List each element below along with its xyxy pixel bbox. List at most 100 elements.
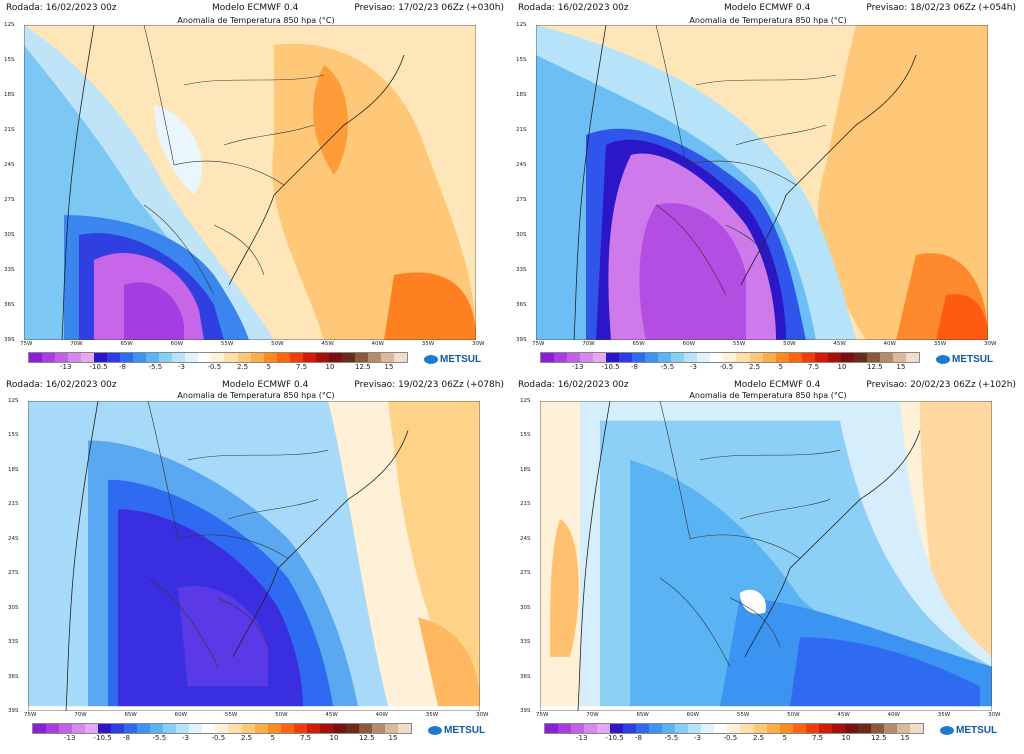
colorbar-swatch bbox=[688, 724, 702, 733]
colorbar-swatch bbox=[723, 353, 737, 362]
latitude-label: 21S bbox=[4, 127, 15, 133]
colorbar-swatch bbox=[701, 724, 715, 733]
colorbar-swatch bbox=[68, 353, 82, 362]
colorbar-label: -5.5 bbox=[664, 734, 679, 742]
forecast-panel: Rodada: 16/02/2023 00z Modelo ECMWF 0.4 Pr… bbox=[0, 377, 512, 754]
coastline bbox=[65, 401, 409, 711]
colorbar-swatch bbox=[775, 353, 789, 362]
anomaly-region bbox=[124, 282, 184, 340]
longitude-label: 65W bbox=[636, 712, 649, 718]
colorbar-swatch bbox=[133, 353, 147, 362]
rodada-label: Rodada: 16/02/2023 00z bbox=[518, 3, 629, 13]
longitude-label: 50W bbox=[783, 341, 796, 347]
colorbar-label: -3 bbox=[182, 734, 189, 742]
colorbar-swatch bbox=[857, 724, 871, 733]
colorbar-label: -10.5 bbox=[89, 363, 108, 371]
colorbar-label: -8 bbox=[635, 734, 642, 742]
colorbar-swatch bbox=[662, 724, 676, 733]
colorbar-swatch bbox=[671, 353, 685, 362]
colorbar-swatch bbox=[879, 353, 893, 362]
colorbar-swatch bbox=[632, 353, 646, 362]
colorbar-label: -5.5 bbox=[152, 734, 167, 742]
longitude-label: 45W bbox=[325, 712, 338, 718]
longitude-label: 65W bbox=[120, 341, 133, 347]
colorbar-swatch bbox=[354, 353, 368, 362]
longitude-label: 50W bbox=[275, 712, 288, 718]
colorbar-swatch bbox=[623, 724, 637, 733]
latitude-label: 33S bbox=[520, 639, 531, 646]
forecast-time-label: Previsao: 19/02/23 06Zz (+078h) bbox=[354, 380, 504, 390]
country-borders bbox=[143, 25, 325, 296]
colorbar-swatch bbox=[597, 724, 611, 733]
temperature-anomaly-map bbox=[536, 25, 988, 340]
colorbar-swatch bbox=[675, 724, 689, 733]
colorbar-label: -3 bbox=[690, 363, 697, 371]
latitude-label: 12S bbox=[516, 22, 527, 28]
latitude-label: 36S bbox=[520, 673, 531, 680]
latitude-label: 15S bbox=[4, 57, 15, 63]
longitude-label: 75W bbox=[24, 712, 37, 718]
longitude-label: 40W bbox=[375, 712, 388, 718]
colorbar-swatch bbox=[753, 724, 767, 733]
latitude-label: 15S bbox=[8, 432, 19, 439]
colorbar-swatch bbox=[844, 724, 858, 733]
colorbar-swatch bbox=[866, 353, 880, 362]
colorbar-swatch bbox=[341, 353, 355, 362]
anomaly-region bbox=[936, 294, 988, 340]
colorbar-label: 7.5 bbox=[300, 734, 312, 742]
colorbar-swatch bbox=[580, 353, 594, 362]
latitude-label: 24S bbox=[520, 535, 531, 542]
colorbar-swatch bbox=[215, 724, 229, 733]
latitude-label: 21S bbox=[516, 127, 527, 133]
coastline bbox=[61, 25, 405, 340]
colorbar-swatch bbox=[111, 724, 125, 733]
anomaly-region bbox=[550, 519, 579, 657]
colorbar-label: -0.5 bbox=[719, 363, 734, 371]
logo-text: METSUL bbox=[440, 354, 482, 365]
longitude-label: 55W bbox=[736, 712, 750, 718]
colorbar-label: -5.5 bbox=[148, 363, 163, 371]
colorbar-swatch bbox=[146, 353, 160, 362]
colorbar-swatch bbox=[805, 724, 819, 733]
colorbar-swatch bbox=[558, 724, 572, 733]
longitude-label: 45W bbox=[837, 712, 850, 718]
colorbar-label: -3 bbox=[178, 363, 185, 371]
colorbar-swatch bbox=[567, 353, 581, 362]
colorbar-swatch bbox=[81, 353, 95, 362]
colorbar-swatch bbox=[541, 353, 555, 362]
colorbar-swatch bbox=[42, 353, 56, 362]
latitude-label: 30S bbox=[520, 604, 531, 611]
forecast-time-label: Previsao: 17/02/23 06Zz (+030h) bbox=[354, 3, 504, 13]
latitude-label: 24S bbox=[516, 162, 527, 168]
colorbar-swatch bbox=[636, 724, 650, 733]
anomaly-region bbox=[790, 637, 980, 707]
latitude-label: 33S bbox=[8, 639, 19, 646]
colorbar-label: 2.5 bbox=[753, 734, 765, 742]
colorbar-swatch bbox=[384, 724, 398, 733]
colorbar-swatch bbox=[315, 353, 329, 362]
globe-icon bbox=[428, 725, 442, 735]
latitude-label: 39S bbox=[520, 708, 531, 714]
colorbar-swatch bbox=[85, 724, 99, 733]
longitude-label: 70W bbox=[74, 712, 87, 718]
colorbar-swatch bbox=[46, 724, 60, 733]
longitude-label: 40W bbox=[371, 341, 384, 347]
colorbar-swatch bbox=[801, 353, 815, 362]
colorbar-swatch bbox=[280, 724, 294, 733]
colorbar-swatch bbox=[107, 353, 121, 362]
colorbar-swatch bbox=[740, 724, 754, 733]
latitude-label: 21S bbox=[8, 501, 19, 508]
anomaly-region bbox=[388, 401, 480, 707]
colorbar-label: -13 bbox=[576, 734, 588, 742]
colorbar-swatch bbox=[727, 724, 741, 733]
longitude-label: 70W bbox=[586, 712, 599, 718]
longitude-label: 75W bbox=[532, 341, 545, 347]
colorbar-swatch bbox=[358, 724, 372, 733]
colorbar-swatch bbox=[241, 724, 255, 733]
forecast-panel: Rodada: 16/02/2023 00z Modelo ECMWF 0.4 Pr… bbox=[512, 0, 1024, 377]
latitude-label: 36S bbox=[516, 302, 527, 308]
longitude-label: 35W bbox=[425, 712, 439, 718]
colorbar-swatch bbox=[137, 724, 151, 733]
longitude-label: 70W bbox=[70, 341, 83, 347]
longitude-label: 30W bbox=[988, 712, 1001, 718]
